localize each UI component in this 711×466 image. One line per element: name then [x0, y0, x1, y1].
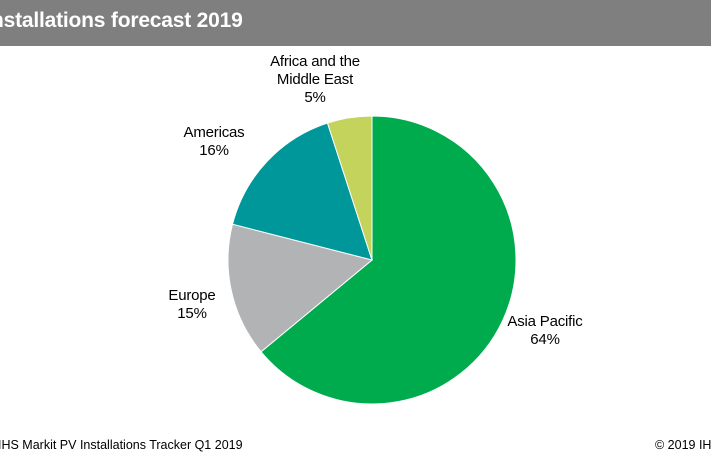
- pie-slice-asia-pacific: [260, 115, 517, 405]
- copyright-note: © 2019 IH: [655, 438, 711, 452]
- slice-label-europe: Europe 15%: [162, 287, 222, 323]
- pie-slice-africa-middle-east: [326, 115, 373, 261]
- slice-label-africa-middle-east: Africa and the Middle East 5%: [260, 53, 370, 107]
- pie-slice-americas: [231, 122, 373, 261]
- pie-slice-europe: [227, 223, 374, 353]
- slice-label-text: Asia Pacific: [507, 313, 583, 330]
- slice-percent-label: 64%: [530, 331, 560, 348]
- slice-label-text: Africa and the: [270, 53, 360, 70]
- pie-chart: [227, 115, 517, 405]
- slice-percent-label: 5%: [304, 89, 326, 106]
- slice-label-text: Europe: [168, 287, 216, 304]
- slice-percent-label: 16%: [199, 142, 229, 159]
- title-bar: nstallations forecast 2019: [0, 0, 711, 46]
- source-note: IHS Markit PV Installations Tracker Q1 2…: [0, 438, 243, 452]
- slice-percent-label: 15%: [177, 305, 207, 322]
- slice-label-americas: Americas 16%: [179, 124, 249, 160]
- chart-title: nstallations forecast 2019: [0, 9, 243, 32]
- slice-label-asia-pacific: Asia Pacific 64%: [500, 313, 590, 349]
- slice-label-text: Americas: [183, 124, 245, 141]
- slice-label-text: Middle East: [276, 71, 354, 88]
